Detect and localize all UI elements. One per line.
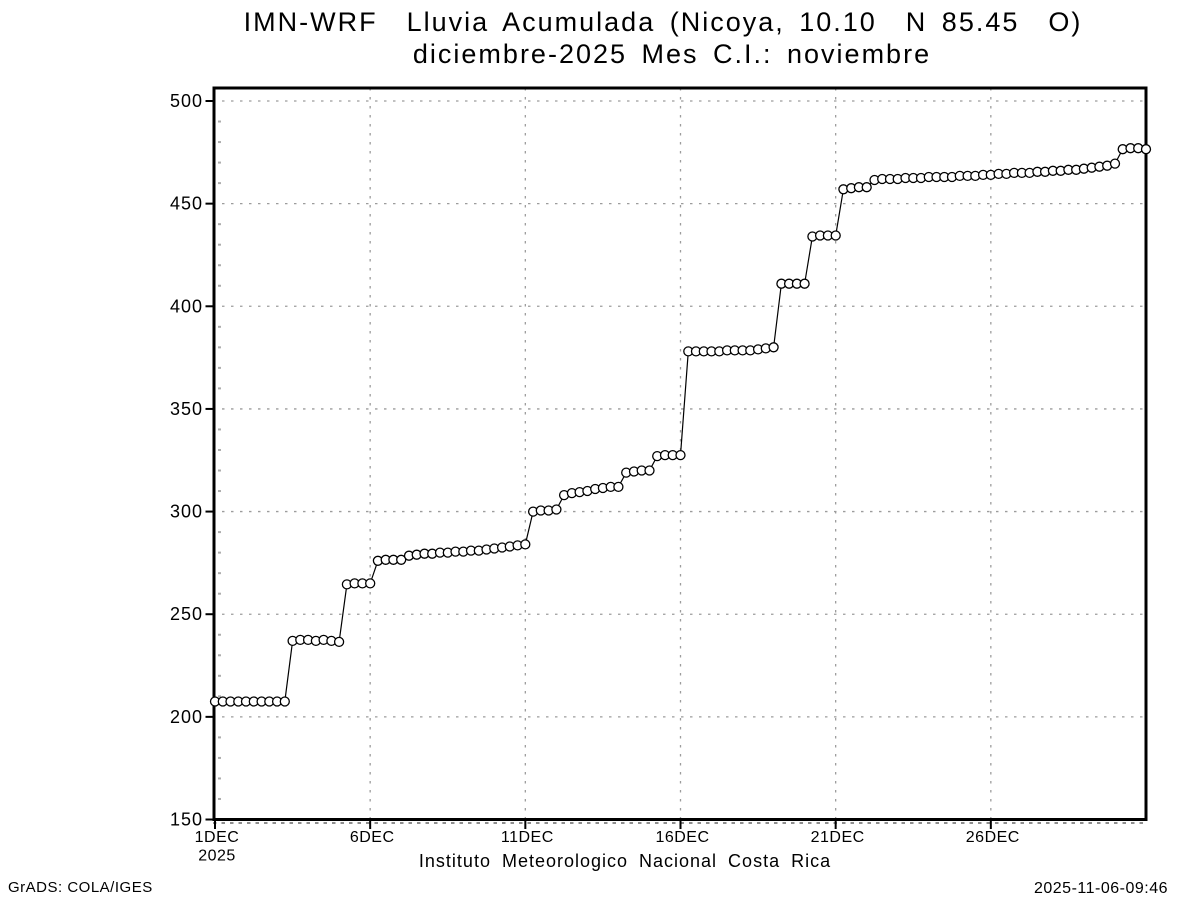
y-minor-tick xyxy=(218,182,221,185)
y-minor-tick xyxy=(218,264,221,267)
y-tick-label: 400 xyxy=(170,296,203,316)
data-point xyxy=(861,182,872,193)
data-point xyxy=(333,636,345,648)
plot-frame xyxy=(212,86,1148,821)
data-point xyxy=(396,554,407,565)
y-tick-label: 200 xyxy=(170,707,203,727)
y-minor-tick xyxy=(218,490,221,493)
y-minor-tick xyxy=(218,141,221,144)
chart-subtitle: diciembre-2025 Mes C.I.: noviembre xyxy=(412,39,932,69)
y-minor-tick xyxy=(218,551,221,554)
data-point xyxy=(613,481,624,493)
y-minor-tick xyxy=(218,633,221,636)
y-minor-tick xyxy=(218,448,221,451)
x-tick-label: 1DEC xyxy=(195,829,240,846)
y-minor-tick xyxy=(218,654,221,657)
y-minor-tick xyxy=(218,223,221,226)
x-tick-sublabel: 2025 xyxy=(198,848,236,865)
y-minor-tick xyxy=(218,325,221,328)
y-minor-tick xyxy=(218,797,221,800)
x-tick-label: 11DEC xyxy=(501,829,554,846)
y-minor-tick xyxy=(218,469,221,472)
y-tick-label: 500 xyxy=(170,91,203,111)
y-minor-tick xyxy=(218,366,221,369)
y-minor-tick xyxy=(218,592,221,595)
y-minor-tick xyxy=(218,674,221,677)
y-minor-tick xyxy=(218,346,221,349)
data-point xyxy=(768,342,779,353)
data-point xyxy=(1140,144,1152,155)
x-tick-label: 21DEC xyxy=(811,829,865,846)
y-minor-tick xyxy=(218,756,221,759)
data-point xyxy=(365,578,376,589)
y-tick-label: 150 xyxy=(170,810,203,830)
y-minor-tick xyxy=(218,428,221,431)
data-point xyxy=(1109,158,1121,169)
y-tick-label: 450 xyxy=(170,194,203,214)
y-minor-tick xyxy=(218,736,221,739)
y-minor-tick xyxy=(218,243,221,246)
data-point xyxy=(799,278,810,289)
y-tick-label: 250 xyxy=(170,604,203,624)
y-minor-tick xyxy=(218,572,221,575)
chart-title: IMN-WRF Lluvia Acumulada (Nicoya, 10.10 … xyxy=(243,7,1083,37)
data-point xyxy=(279,696,290,707)
render-timestamp: 2025-11-06-09:46 xyxy=(1033,880,1168,897)
series-line xyxy=(215,147,1147,703)
y-tick-label: 350 xyxy=(170,399,203,419)
y-minor-tick xyxy=(218,531,221,534)
x-axis-caption: Instituto Meteorologico Nacional Costa R… xyxy=(418,851,832,871)
data-point xyxy=(675,449,686,461)
x-tick-label: 6DEC xyxy=(350,829,395,846)
y-minor-tick xyxy=(218,777,221,780)
data-point xyxy=(830,230,841,241)
y-tick-label: 300 xyxy=(170,502,203,522)
y-minor-tick xyxy=(218,284,221,287)
x-tick-label: 16DEC xyxy=(655,829,709,846)
y-minor-tick xyxy=(218,695,221,698)
grads-credit: GrADS: COLA/IGES xyxy=(8,879,153,896)
x-tick-label: 26DEC xyxy=(966,829,1020,846)
y-minor-tick xyxy=(218,161,221,164)
data-point xyxy=(520,539,531,550)
data-point xyxy=(644,465,655,476)
y-minor-tick xyxy=(218,387,221,390)
y-minor-tick xyxy=(218,120,221,123)
data-point xyxy=(551,504,562,515)
